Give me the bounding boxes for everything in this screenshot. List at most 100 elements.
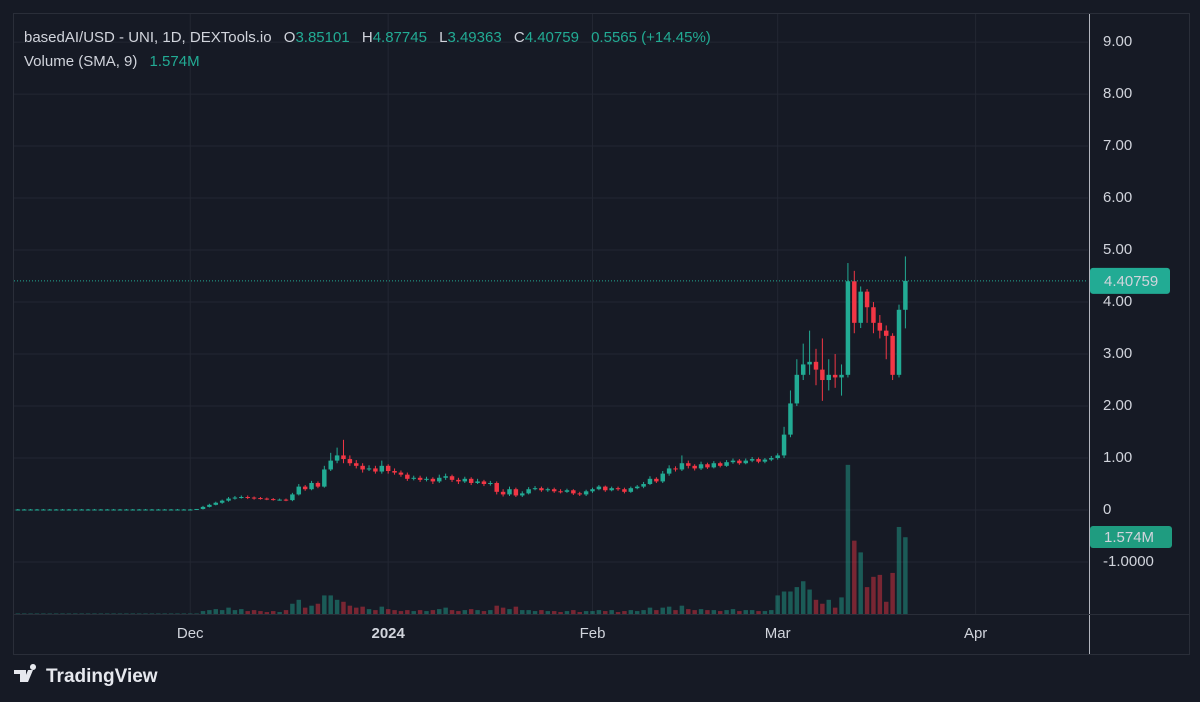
volume-bar: [839, 597, 844, 614]
volume-bar: [603, 611, 608, 614]
y-tick-label: -1.0000: [1103, 553, 1154, 570]
volume-bar: [347, 605, 353, 614]
legend-row: basedAI/USD - UNI, 1D, DEXTools.io O3.85…: [24, 26, 711, 50]
volume-bar: [296, 599, 302, 614]
candle-body: [322, 469, 327, 487]
chart-frame: [13, 13, 1190, 655]
candle-body: [590, 489, 595, 492]
candle-body: [213, 502, 219, 505]
candle-body: [437, 477, 442, 482]
candle-body: [532, 488, 538, 490]
candle-body: [149, 509, 155, 511]
volume-bar: [660, 607, 665, 614]
candle-body: [47, 509, 52, 511]
volume-bar: [520, 610, 525, 614]
candle-body: [858, 291, 863, 323]
candle-body: [411, 477, 416, 479]
volume-bar: [385, 609, 391, 614]
volume-bar: [373, 610, 378, 614]
ohlc-letter: H: [361, 29, 373, 46]
volume-bar: [443, 607, 448, 614]
candle-body: [136, 509, 142, 511]
candle-body: [219, 500, 225, 503]
volume-bar: [264, 612, 270, 614]
candle-body: [341, 455, 346, 460]
candle-body: [679, 463, 685, 470]
volume-bar: [647, 607, 653, 614]
candle-body: [15, 509, 21, 511]
candle-body: [449, 476, 455, 480]
candle-body: [200, 506, 206, 509]
volume-bar: [705, 610, 710, 614]
volume-bar: [749, 610, 755, 614]
candle-body: [551, 489, 557, 492]
y-tick-label: 1.00: [1103, 449, 1132, 466]
candle-body: [92, 509, 97, 511]
candle-body: [762, 459, 768, 462]
volume-bar: [539, 610, 544, 614]
candle-body: [698, 464, 704, 469]
legend: basedAI/USD - UNI, 1D, DEXTools.io O3.85…: [24, 26, 711, 74]
candle-body: [73, 509, 78, 511]
candle-body: [481, 481, 487, 485]
candle-body: [871, 307, 876, 323]
volume-bar: [577, 612, 582, 614]
volume-bar: [258, 611, 263, 614]
volume-bar: [724, 610, 729, 614]
candle-body: [686, 463, 691, 466]
candle-body: [156, 509, 161, 511]
candle-body: [564, 490, 570, 492]
volume-bar: [781, 591, 787, 614]
candle-body: [232, 497, 238, 499]
candle-body: [98, 509, 104, 511]
y-tick-label: 0: [1103, 501, 1111, 518]
footer-logo: [14, 663, 37, 682]
ohlc-value: 4.87745: [372, 29, 427, 46]
candle-body: [852, 281, 857, 323]
candle-body: [807, 361, 812, 365]
candle-body: [366, 468, 372, 470]
candle-body: [545, 489, 551, 491]
volume-bar: [788, 591, 793, 614]
volume-bar: [692, 610, 697, 614]
candle-body: [488, 482, 493, 485]
volume-bar: [628, 610, 634, 614]
candle-body: [53, 509, 59, 511]
candle-body: [309, 482, 314, 490]
ohlc-value: 3.49363: [447, 29, 502, 46]
volume-bar: [200, 611, 206, 614]
candle-body: [647, 478, 653, 485]
volume-bar: [596, 610, 602, 614]
volume-bar: [341, 601, 346, 614]
volume-bar: [334, 599, 340, 614]
volume-bar: [877, 574, 883, 614]
candle-body: [302, 486, 308, 490]
candle-body: [271, 499, 276, 501]
volume-bar: [207, 610, 212, 614]
candle-body: [596, 486, 602, 490]
candle-body: [717, 463, 723, 466]
candle-body: [813, 361, 819, 370]
candle-body: [34, 509, 40, 511]
volume-bar: [832, 607, 838, 614]
candle-body: [21, 509, 27, 511]
volume-bar: [232, 610, 238, 614]
candle-body: [513, 489, 519, 496]
volume-bar: [871, 576, 876, 614]
candle-body: [826, 374, 831, 381]
volume-bar: [290, 603, 295, 614]
volume-bar: [507, 609, 512, 614]
volume-bar: [807, 589, 812, 614]
volume-bar: [283, 610, 289, 614]
ohlc-letter: L: [439, 29, 448, 46]
volume-bar: [500, 607, 506, 614]
volume-bar: [360, 606, 365, 614]
candle-body: [634, 486, 640, 489]
candle-body: [385, 465, 391, 472]
candle-body: [104, 509, 110, 511]
candle-body: [462, 478, 468, 482]
volume-bar: [302, 607, 308, 614]
axes: 9.00 8.00 7.00 6.00 5.00 4.00 3.00 2.00 1.00 0 -1.…: [14, 33, 1172, 642]
